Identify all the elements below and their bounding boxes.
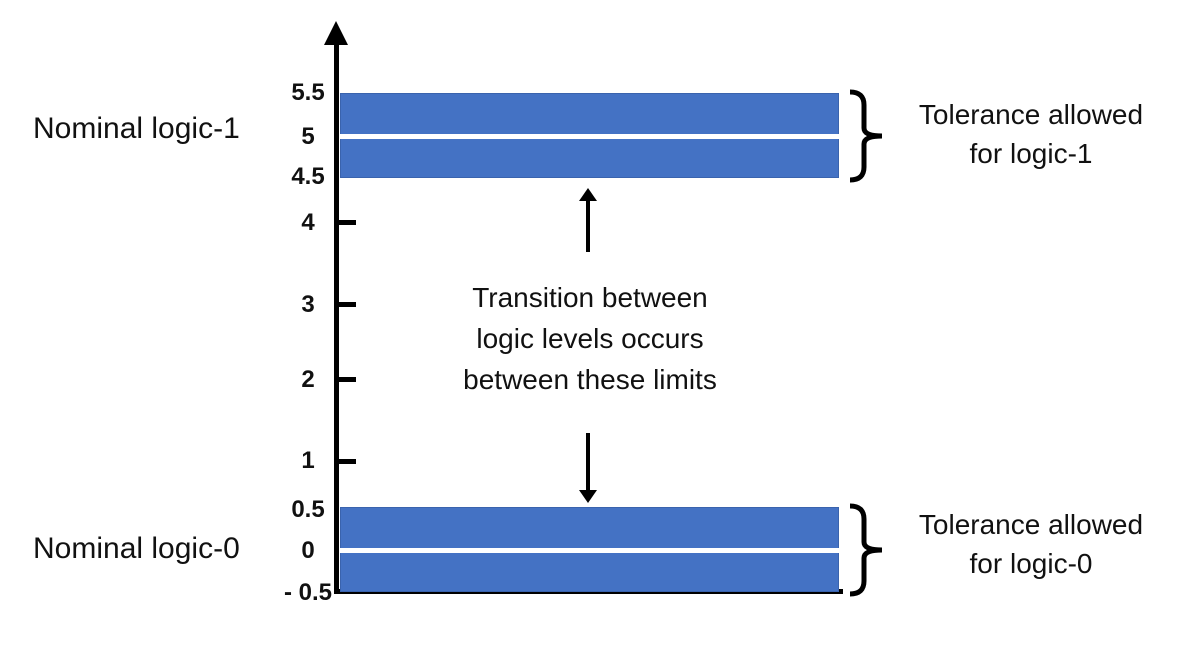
up-arrow-icon bbox=[579, 188, 597, 201]
tolerance-logic-0-line-2: for logic-0 bbox=[969, 548, 1093, 579]
transition-line-3: between these limits bbox=[463, 364, 717, 395]
tolerance-logic-1-label: Tolerance allowed for logic-1 bbox=[900, 95, 1162, 173]
transition-annotation: Transition between logic levels occurs b… bbox=[408, 277, 772, 400]
tick-label-2: 2 bbox=[301, 366, 315, 393]
tick-label-1: 1 bbox=[301, 447, 315, 474]
tolerance-logic-0-label: Tolerance allowed for logic-0 bbox=[900, 505, 1162, 583]
logic-0-tolerance-band bbox=[340, 507, 839, 592]
tick-label-4: 4 bbox=[301, 209, 315, 236]
nominal-5v-line bbox=[340, 134, 839, 139]
nominal-0v-line bbox=[340, 548, 839, 553]
down-arrow-icon bbox=[579, 490, 597, 503]
tolerance-logic-1-line-1: Tolerance allowed bbox=[918, 99, 1144, 130]
voltage-axis-line bbox=[334, 40, 339, 593]
transition-line-1: Transition between bbox=[472, 282, 708, 313]
tick-mark-4 bbox=[339, 220, 356, 225]
tick-mark-1 bbox=[339, 459, 356, 464]
tick-label-5: 5 bbox=[301, 123, 315, 150]
up-arrow-stem bbox=[586, 199, 590, 252]
logic-0-brace-icon bbox=[847, 502, 885, 598]
tick-label-neg-0-5: - 0.5 bbox=[283, 579, 333, 606]
logic-1-brace-icon bbox=[847, 88, 885, 184]
down-arrow-stem bbox=[586, 433, 590, 491]
nominal-logic-0-label: Nominal logic-0 bbox=[33, 532, 240, 565]
tick-label-0: 0 bbox=[301, 537, 315, 564]
tick-label-0-5: 0.5 bbox=[291, 496, 325, 523]
tick-label-4-5: 4.5 bbox=[291, 163, 325, 190]
logic-1-tolerance-band bbox=[340, 93, 839, 178]
tolerance-logic-0-line-1: Tolerance allowed bbox=[918, 509, 1144, 540]
tick-mark-2 bbox=[339, 377, 356, 382]
nominal-logic-1-label: Nominal logic-1 bbox=[33, 112, 240, 145]
tick-label-3: 3 bbox=[301, 291, 315, 318]
tick-mark-3 bbox=[339, 302, 356, 307]
tolerance-logic-1-line-2: for logic-1 bbox=[969, 138, 1093, 169]
tick-label-5-5: 5.5 bbox=[291, 79, 325, 106]
transition-line-2: logic levels occurs bbox=[476, 323, 704, 354]
